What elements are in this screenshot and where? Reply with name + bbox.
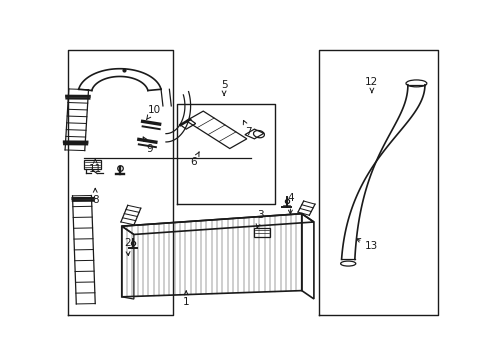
Text: 7: 7: [243, 120, 251, 137]
Text: 10: 10: [146, 105, 160, 120]
Text: 3: 3: [256, 210, 263, 228]
Text: 9: 9: [143, 137, 153, 153]
Text: 11: 11: [88, 159, 102, 174]
Text: 5: 5: [220, 80, 227, 95]
Text: 2: 2: [124, 238, 130, 256]
Text: 4: 4: [286, 193, 293, 214]
Text: 1: 1: [183, 291, 189, 307]
Text: 13: 13: [356, 239, 378, 251]
Text: 12: 12: [365, 77, 378, 93]
Text: 6: 6: [190, 152, 199, 167]
Text: 8: 8: [92, 188, 99, 205]
